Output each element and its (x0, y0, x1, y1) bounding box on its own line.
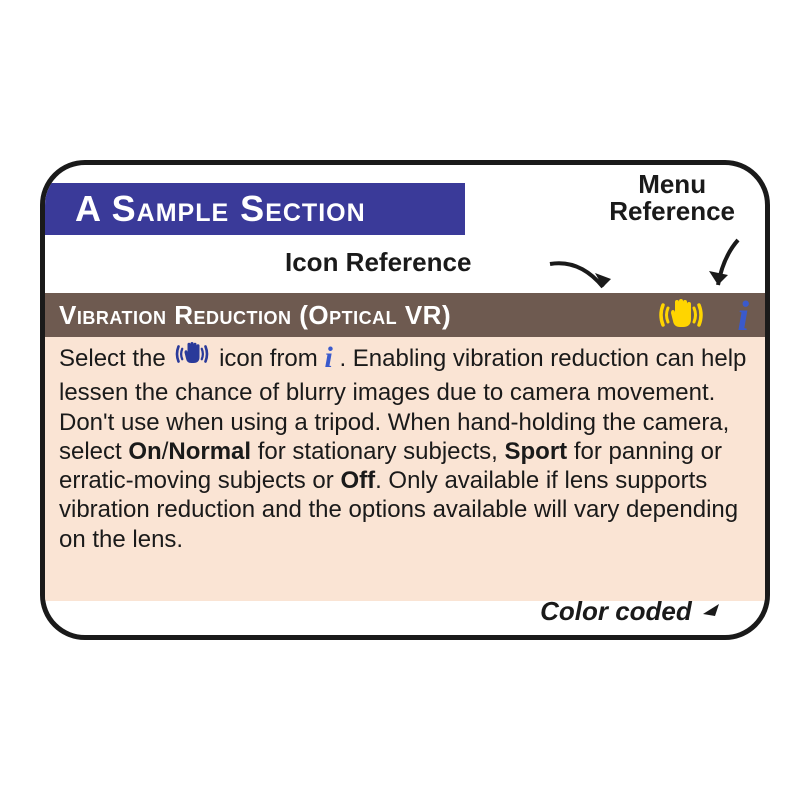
title-bar: A Sample Section (45, 183, 465, 235)
arrow-icon (545, 249, 625, 299)
title-text: A Sample Section (75, 188, 366, 230)
info-icon: i (737, 293, 749, 341)
bold-text: Off (340, 467, 375, 494)
menu-ref-line2: Reference (609, 196, 735, 226)
arrow-icon (701, 598, 725, 629)
color-coded-text: Color coded (540, 596, 692, 626)
info-icon: i (324, 340, 332, 377)
section-heading: Vibration Reduction (Optical VR) (59, 300, 451, 331)
section-heading-bar: Vibration Reduction (Optical VR) i (45, 293, 765, 337)
menu-reference-label: Menu Reference (609, 171, 735, 226)
hand-icon (657, 295, 705, 340)
color-coded-label: Color coded (540, 596, 725, 629)
body-text: for stationary subjects, (251, 438, 504, 465)
sample-card: A Sample Section Menu Reference Icon Ref… (40, 160, 770, 640)
menu-ref-line1: Menu (638, 169, 706, 199)
body-text: icon from (212, 345, 324, 372)
bold-text: Sport (505, 438, 568, 465)
section-body: Select the icon from i . Enabling vibrat… (45, 337, 765, 601)
bold-text: On (128, 438, 161, 465)
body-text: Select the (59, 345, 172, 372)
hand-icon (172, 339, 212, 376)
icon-reference-label: Icon Reference (285, 247, 471, 278)
arrow-icon (703, 237, 763, 295)
bold-text: Normal (168, 438, 251, 465)
